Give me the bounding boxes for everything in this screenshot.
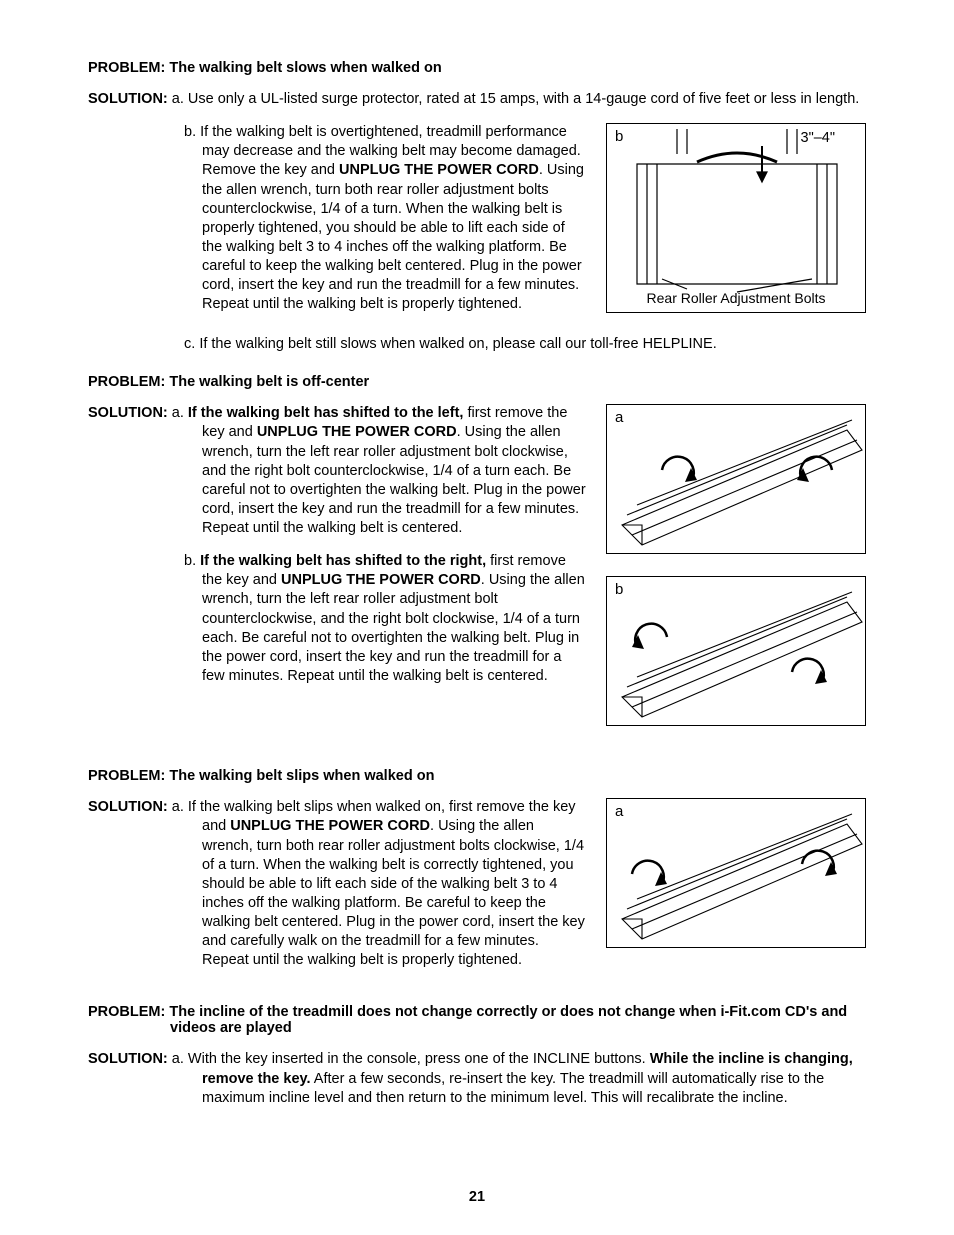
solution-label: SOLUTION: bbox=[88, 799, 168, 815]
body-text: Use only a UL-listed surge protector, ra… bbox=[188, 91, 859, 107]
solution-item: SOLUTION: a. Use only a UL-listed surge … bbox=[88, 90, 866, 109]
solution-item: c. If the walking belt still slows when … bbox=[88, 335, 866, 354]
figure-label: b bbox=[615, 128, 623, 145]
list-marker: b. bbox=[184, 124, 200, 140]
emphasis: If the walking belt has shifted to the r… bbox=[200, 553, 486, 569]
list-marker: a. bbox=[172, 405, 188, 421]
body-text: . Using the allen wrench, turn the left … bbox=[202, 572, 585, 684]
problem-heading: PROBLEM: The walking belt slows when wal… bbox=[88, 60, 866, 76]
problem-heading: PROBLEM: The walking belt slips when wal… bbox=[88, 768, 866, 784]
body-text: . Using the allen wrench, turn the left … bbox=[202, 424, 586, 536]
solution-label: SOLUTION: bbox=[88, 405, 168, 421]
solution-item: b. If the walking belt has shifted to th… bbox=[88, 552, 588, 686]
treadmill-diagram-icon bbox=[607, 124, 867, 314]
page-number: 21 bbox=[0, 1189, 954, 1205]
figure-label: b bbox=[615, 581, 623, 598]
emphasis: UNPLUG THE POWER CORD bbox=[257, 424, 457, 440]
figure-measure: 3"–4" bbox=[801, 130, 836, 146]
solution-item: SOLUTION: a. With the key inserted in th… bbox=[88, 1050, 866, 1107]
solution-item: SOLUTION: a. If the walking belt slips w… bbox=[88, 798, 588, 970]
body-text: If the walking belt still slows when wal… bbox=[199, 336, 716, 352]
figure-roller-left: a bbox=[606, 404, 866, 554]
list-marker: c. bbox=[184, 336, 199, 352]
figure-label: a bbox=[615, 409, 623, 426]
emphasis: If the walking belt has shifted to the l… bbox=[188, 405, 464, 421]
roller-diagram-icon bbox=[607, 799, 867, 949]
body-text: . Using the allen wrench, turn both rear… bbox=[202, 162, 584, 312]
solution-item: b. If the walking belt is overtightened,… bbox=[88, 123, 588, 314]
roller-diagram-icon bbox=[607, 577, 867, 727]
solution-item: SOLUTION: a. If the walking belt has shi… bbox=[88, 404, 588, 538]
list-marker: a. bbox=[172, 91, 188, 107]
figure-caption: Rear Roller Adjustment Bolts bbox=[607, 290, 865, 306]
figure-treadmill-top: b 3"–4" Rear Roller Adjustment Bolts bbox=[606, 123, 866, 313]
figure-roller-right: b bbox=[606, 576, 866, 726]
roller-diagram-icon bbox=[607, 405, 867, 555]
solution-label: SOLUTION: bbox=[88, 91, 168, 107]
body-text: . Using the allen wrench, turn both rear… bbox=[202, 818, 585, 968]
body-text: With the key inserted in the console, pr… bbox=[188, 1051, 650, 1067]
problem-heading: PROBLEM: The walking belt is off-center bbox=[88, 374, 866, 390]
list-marker: b. bbox=[184, 553, 200, 569]
list-marker: a. bbox=[172, 799, 188, 815]
figure-roller-tighten: a bbox=[606, 798, 866, 948]
list-marker: a. bbox=[172, 1051, 188, 1067]
emphasis: UNPLUG THE POWER CORD bbox=[339, 162, 539, 178]
problem-heading: PROBLEM: The incline of the treadmill do… bbox=[88, 1004, 866, 1036]
emphasis: UNPLUG THE POWER CORD bbox=[281, 572, 481, 588]
solution-label: SOLUTION: bbox=[88, 1051, 168, 1067]
figure-label: a bbox=[615, 803, 623, 820]
emphasis: UNPLUG THE POWER CORD bbox=[230, 818, 430, 834]
